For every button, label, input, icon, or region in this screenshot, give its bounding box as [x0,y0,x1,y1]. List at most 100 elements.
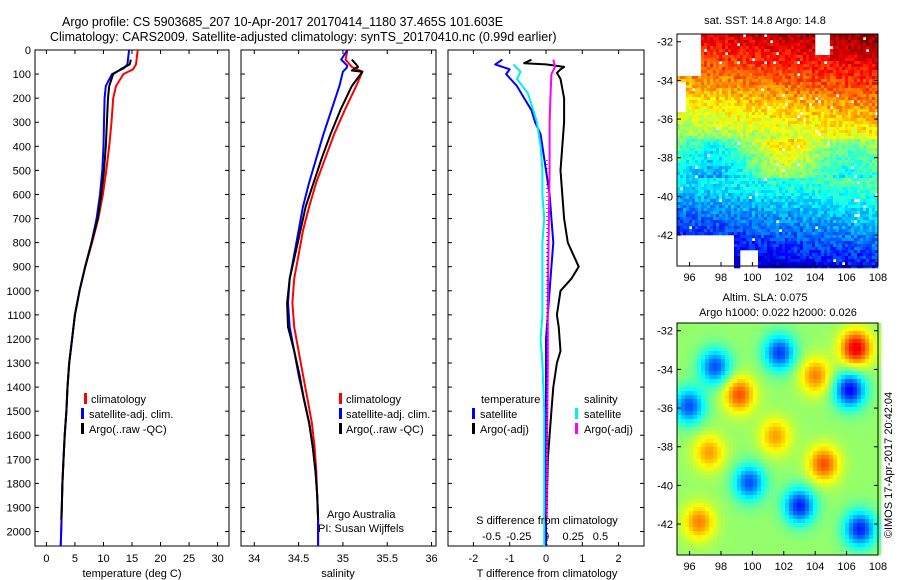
sst-cell [821,85,825,89]
sst-cell [770,82,774,86]
sst-cell [680,148,684,152]
sst-cell [770,205,774,209]
sst-cell [875,178,879,182]
sst-cell [704,79,708,83]
sst-cell [695,121,699,125]
sst-cell [863,160,867,164]
sst-cell [779,223,783,227]
depth-tick-label: 0 [25,45,31,57]
sst-cell [743,211,747,215]
sst-cell [755,73,759,77]
sst-cell [854,157,858,161]
sst-cell [863,82,867,86]
sst-cell [764,40,768,44]
sst-cell [719,187,723,191]
sst-cell [728,94,732,98]
sst-cell [815,157,819,161]
sst-cell [794,136,798,140]
sst-cell [812,61,816,65]
sst-cell [743,178,747,182]
sst-cell [713,115,717,119]
sst-cell [764,208,768,212]
sst-cell [806,145,810,149]
sst-cell [806,214,810,218]
sst-cell [797,124,801,128]
sst-cell [737,214,741,218]
sst-cell [734,106,738,110]
sst-cell [845,127,849,131]
sst-cell [683,202,687,206]
sst-cell [788,202,792,206]
sst-cell [767,136,771,140]
sst-cell [830,232,834,236]
sst-cell [839,130,843,134]
sst-cell [749,115,753,119]
sst-cell [788,211,792,215]
sst-cell [863,226,867,230]
sst-cell [857,115,861,119]
sst-cell [761,229,765,233]
sst-cell [683,211,687,215]
sst-cell [863,70,867,74]
sst-cell [770,229,774,233]
sst-cell [839,73,843,77]
sst-cell [728,217,732,221]
sst-cell [731,208,735,212]
sst-cell [791,37,795,41]
sst-cell [809,49,813,53]
sst-cell [734,52,738,56]
sst-cell [809,97,813,101]
sst-cell [770,49,774,53]
sst-cell [761,250,765,254]
sst-cell [860,148,864,152]
sst-cell [869,37,873,41]
sst-cell [680,175,684,179]
sst-cell [860,55,864,59]
sst-cell [758,70,762,74]
sst-cell [749,202,753,206]
sst-cell [830,259,834,263]
sst-cell [707,94,711,98]
sst-cell [698,94,702,98]
sst-cell [749,73,753,77]
sst-cell [722,76,726,80]
sst-cell [875,124,879,128]
sst-cell [779,100,783,104]
sst-cell [866,109,870,113]
sst-cell [791,169,795,173]
sst-cell [803,82,807,86]
sst-cell [791,109,795,113]
sst-cell [683,205,687,209]
sst-cell [773,175,777,179]
sst-cell [797,181,801,185]
sst-cell [791,88,795,92]
sst-cell [764,184,768,188]
sst-cell [812,52,816,56]
sst-cell [755,52,759,56]
sst-cell [719,73,723,77]
sst-cell [833,40,837,44]
sst-cell [773,169,777,173]
sst-cell [869,103,873,107]
depth-tick-label: 500 [13,165,31,177]
sst-cell [710,163,714,167]
sst-cell [875,190,879,194]
sst-cell [842,193,846,197]
sst-cell [719,163,723,167]
sst-cell [860,190,864,194]
sst-cell [800,160,804,164]
sst-cell [758,256,762,260]
sst-cell [680,232,684,236]
sst-cell [719,226,723,230]
sst-cell [845,244,849,248]
sst-cell [860,151,864,155]
sst-cell [872,154,876,158]
sst-cell [689,202,693,206]
sst-cell [818,196,822,200]
sst-cell [821,109,825,113]
sst-cell [872,199,876,203]
sst-cell [863,52,867,56]
sst-cell [746,247,750,251]
sst-cell [704,91,708,95]
sst-cell [677,175,681,179]
